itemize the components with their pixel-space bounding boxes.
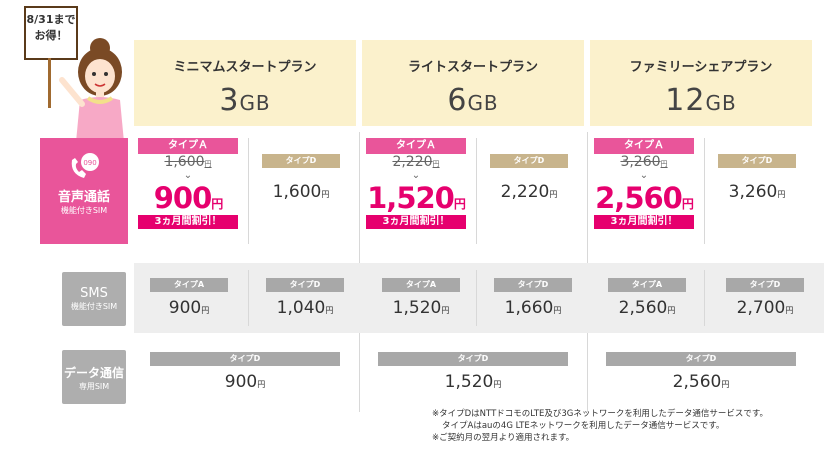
- cell-divider: [248, 270, 249, 326]
- plan-capacity: 6GB: [447, 83, 499, 118]
- row-label-data-sim: データ通信 専用SIM: [62, 350, 126, 404]
- mascot-girl-illustration: [59, 38, 124, 142]
- plan-name: ライトスタートプラン: [407, 60, 538, 75]
- plan-header-light: ライトスタートプラン 6GB: [362, 40, 584, 126]
- plan-capacity: 12GB: [665, 83, 737, 118]
- type-a-tag: タイプＡ: [366, 138, 466, 154]
- type-d-tag: タイプD: [726, 278, 804, 292]
- type-a-tag: タイプA: [608, 278, 686, 292]
- sms-type-a-cell: タイプA 2,560円: [608, 278, 686, 318]
- discount-price: 1,520円: [367, 181, 466, 215]
- footnotes: ※タイプDはNTTドコモのLTE及び3Gネットワークを利用したデータ通信サービス…: [432, 408, 832, 444]
- plan-name: ミニマムスタートプラン: [173, 60, 317, 75]
- row-label-sub: 機能付きSIM: [70, 302, 118, 311]
- type-a-price: 2,560円: [618, 298, 676, 318]
- voice-type-d-cell: タイプD 3,260円: [718, 154, 796, 202]
- type-d-tag: タイプD: [266, 278, 344, 292]
- plan-name: ファミリーシェアプラン: [629, 60, 773, 75]
- row-label-sub: 機能付きSIM: [60, 206, 108, 215]
- discount-banner: 3ヵ月間割引！: [366, 215, 466, 229]
- type-d-tag: タイプD: [606, 352, 796, 366]
- type-d-price: 2,220円: [500, 182, 558, 202]
- discount-banner: 3ヵ月間割引！: [138, 215, 238, 229]
- cell-divider: [476, 138, 477, 244]
- type-d-price: 3,260円: [728, 182, 786, 202]
- chevron-down-icon: ⌄: [411, 170, 421, 181]
- row-label-sms-sim: SMS 機能付きSIM: [62, 272, 126, 326]
- row-label-main: データ通信: [63, 366, 124, 380]
- discount-price: 2,560円: [595, 181, 694, 215]
- chevron-down-icon: ⌄: [639, 170, 649, 181]
- type-d-tag: タイプD: [150, 352, 340, 366]
- sms-type-a-cell: タイプA 1,520円: [382, 278, 460, 318]
- type-d-price: 1,660円: [504, 298, 562, 318]
- data-type-d-cell: タイプD 1,520円: [378, 352, 568, 392]
- row-label-voice-sim: 090 音声通話 機能付きSIM: [40, 138, 128, 244]
- original-price: 3,260円: [620, 154, 668, 170]
- data-type-d-cell: タイプD 900円: [150, 352, 340, 392]
- chevron-down-icon: ⌄: [183, 170, 193, 181]
- type-d-price: 1,040円: [276, 298, 334, 318]
- type-a-tag: タイプＡ: [594, 138, 694, 154]
- data-type-d-cell: タイプD 2,560円: [606, 352, 796, 392]
- sms-type-d-cell: タイプD 1,660円: [494, 278, 572, 318]
- original-price: 1,600円: [164, 154, 212, 170]
- sms-row-band: [134, 263, 824, 333]
- row-label-main: SMS: [80, 286, 108, 301]
- type-a-price: 1,520円: [392, 298, 450, 318]
- sign-stick: [48, 58, 51, 108]
- footnote-line: ※ご契約月の翌月より適用されます。: [432, 433, 575, 443]
- type-d-price: 2,700円: [736, 298, 794, 318]
- cell-divider: [248, 138, 249, 244]
- type-d-tag: タイプD: [490, 154, 568, 168]
- type-a-tag: タイプA: [150, 278, 228, 292]
- type-d-tag: タイプD: [494, 278, 572, 292]
- cell-divider: [704, 138, 705, 244]
- type-d-price: 1,520円: [444, 372, 502, 392]
- type-a-tag: タイプＡ: [138, 138, 238, 154]
- footnote-line: タイプAはauの4G LTEネットワークを利用したデータ通信サービスです。: [442, 421, 725, 431]
- sms-type-a-cell: タイプA 900円: [150, 278, 228, 318]
- cell-divider: [476, 270, 477, 326]
- voice-type-a-cell: タイプＡ 2,220円 ⌄ 1,520円 3ヵ月間割引！: [366, 138, 466, 229]
- plan-header-family: ファミリーシェアプラン 12GB: [590, 40, 812, 126]
- plan-header-minimum: ミニマムスタートプラン 3GB: [134, 40, 356, 126]
- voice-type-a-cell: タイプＡ 3,260円 ⌄ 2,560円 3ヵ月間割引！: [594, 138, 694, 229]
- original-price: 2,220円: [392, 154, 440, 170]
- voice-type-d-cell: タイプD 2,220円: [490, 154, 568, 202]
- discount-price: 900円: [153, 181, 224, 215]
- row-label-sub: 専用SIM: [78, 382, 110, 391]
- type-a-price: 900円: [168, 298, 210, 318]
- type-d-price: 900円: [224, 372, 266, 392]
- type-d-tag: タイプD: [718, 154, 796, 168]
- plan-capacity: 3GB: [219, 83, 271, 118]
- voice-type-a-cell: タイプＡ 1,600円 ⌄ 900円 3ヵ月間割引！: [138, 138, 238, 229]
- promo-sign-line1: 8/31まで: [26, 13, 76, 26]
- phone-090-icon: 090: [71, 153, 99, 178]
- promo-sign-line2: お得！: [34, 29, 68, 42]
- voice-type-d-cell: タイプD 1,600円: [262, 154, 340, 202]
- sms-type-d-cell: タイプD 1,040円: [266, 278, 344, 318]
- cell-divider: [704, 270, 705, 326]
- svg-text:090: 090: [83, 159, 96, 167]
- discount-banner: 3ヵ月間割引！: [594, 215, 694, 229]
- type-d-tag: タイプD: [378, 352, 568, 366]
- type-d-price: 2,560円: [672, 372, 730, 392]
- promo-sign: 8/31まで お得！: [24, 6, 78, 60]
- footnote-line: ※タイプDはNTTドコモのLTE及び3Gネットワークを利用したデータ通信サービス…: [432, 409, 769, 419]
- type-d-tag: タイプD: [262, 154, 340, 168]
- type-a-tag: タイプA: [382, 278, 460, 292]
- row-label-main: 音声通話: [57, 190, 110, 205]
- sms-type-d-cell: タイプD 2,700円: [726, 278, 804, 318]
- type-d-price: 1,600円: [272, 182, 330, 202]
